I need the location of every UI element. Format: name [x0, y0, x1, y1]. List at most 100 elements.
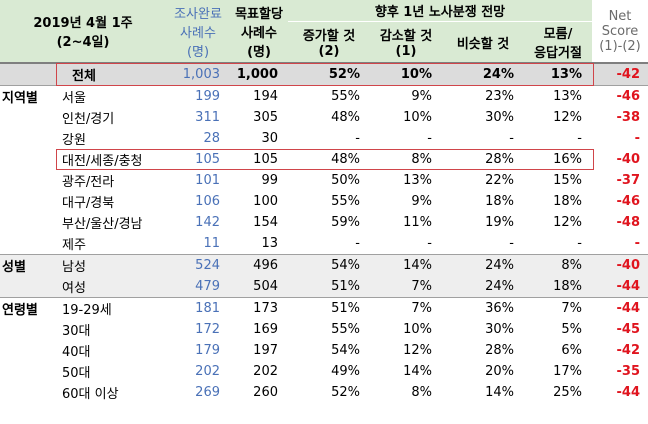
- unknown-cell: -: [577, 131, 582, 146]
- net-score-cell: -38: [616, 110, 641, 125]
- similar-cell: 30%: [485, 110, 514, 125]
- increase-cell: -: [355, 236, 360, 251]
- similar-header: 비슷할 것: [442, 21, 524, 63]
- increase-cell: 54%: [288, 254, 370, 276]
- row-label: 50대: [62, 366, 91, 381]
- similar-cell: 36%: [442, 297, 524, 319]
- similar-cell: 30%: [485, 322, 514, 337]
- increase-cell: 51%: [288, 276, 370, 298]
- decrease-cell: 9%: [411, 194, 432, 209]
- target-cell: 305: [253, 110, 278, 125]
- count-header-line2: 사례수: [180, 25, 216, 41]
- table-row: 광주/전라 101 99 50% 13% 22% 15% -37: [0, 170, 648, 191]
- unknown-cell: 18%: [553, 194, 582, 209]
- decrease-cell: 10%: [403, 322, 432, 337]
- group-cell: [0, 128, 58, 149]
- increase-header-line2: (2): [318, 44, 340, 59]
- group-cell: [0, 62, 58, 86]
- decrease-header: 감소할 것 (1): [370, 21, 442, 63]
- decrease-cell: -: [427, 131, 432, 146]
- group-cell: [0, 212, 58, 233]
- row-label: 인천/경기: [62, 112, 115, 127]
- group-cell: 성별: [0, 254, 58, 276]
- unknown-cell: -: [577, 236, 582, 251]
- group-cell: [0, 319, 58, 340]
- count-cell: 11: [203, 236, 220, 251]
- decrease-cell: 12%: [403, 343, 432, 358]
- decrease-cell: 8%: [411, 152, 432, 167]
- unknown-cell: 13%: [524, 85, 592, 107]
- target-cell: 105: [253, 152, 278, 167]
- table-body: 전체 1,003 1,000 52% 10% 24% 13% -42 지역별 서울…: [0, 62, 648, 403]
- decrease-cell: 14%: [370, 254, 442, 276]
- target-header-line1: 목표할당: [235, 6, 283, 22]
- count-cell: 524: [166, 254, 230, 276]
- increase-cell: 55%: [288, 85, 370, 107]
- period-line2: (2~4일): [56, 35, 110, 50]
- target-cell: 99: [261, 173, 278, 188]
- increase-header: 증가할 것 (2): [288, 21, 370, 63]
- target-cell: 504: [230, 276, 288, 298]
- increase-header-line1: 증가할 것: [302, 29, 356, 44]
- period-header: 2019년 4월 1주 (2~4일): [0, 0, 166, 63]
- count-cell: 181: [166, 297, 230, 319]
- increase-cell: 48%: [331, 152, 360, 167]
- increase-cell: 48%: [331, 110, 360, 125]
- decrease-cell: 9%: [370, 85, 442, 107]
- highlight-total-box: [56, 63, 594, 86]
- row-label: 광주/전라: [62, 175, 115, 190]
- count-cell: 311: [195, 110, 220, 125]
- decrease-cell: 10%: [370, 62, 442, 86]
- target-cell: 13: [261, 236, 278, 251]
- unknown-header: 모름/ 응답거절: [524, 21, 592, 63]
- net-score-cell: -40: [616, 152, 641, 167]
- decrease-cell: 13%: [403, 173, 432, 188]
- row-label: 서울: [58, 85, 166, 107]
- increase-cell: 55%: [331, 194, 360, 209]
- group-cell: 연령별: [0, 297, 58, 319]
- net-score-cell: -48: [616, 215, 641, 230]
- target-cell: 202: [253, 364, 278, 379]
- similar-cell: 18%: [485, 194, 514, 209]
- similar-cell: 19%: [485, 215, 514, 230]
- target-header: 목표할당 사례수 (명): [230, 0, 288, 63]
- count-cell: 106: [195, 194, 220, 209]
- similar-cell: 24%: [442, 254, 524, 276]
- unknown-cell: 17%: [553, 364, 582, 379]
- similar-cell: 28%: [485, 343, 514, 358]
- increase-cell: 54%: [331, 343, 360, 358]
- row-label: 부산/울산/경남: [62, 217, 143, 232]
- net-score-cell: -37: [616, 173, 641, 188]
- table-row: 성별 남성 524 496 54% 14% 24% 8% -40: [0, 254, 648, 276]
- count-cell: 28: [203, 131, 220, 146]
- count-cell: 105: [195, 152, 220, 167]
- group-cell: 지역별: [0, 85, 58, 107]
- decrease-header-line1: 감소할 것: [379, 29, 433, 44]
- count-cell: 202: [195, 364, 220, 379]
- count-cell: 479: [166, 276, 230, 298]
- unknown-cell: 18%: [524, 276, 592, 298]
- unknown-cell: 15%: [553, 173, 582, 188]
- table-row: 연령별 19-29세 181 173 51% 7% 36% 7% -44: [0, 297, 648, 319]
- similar-cell: 28%: [485, 152, 514, 167]
- net-score-cell: -42: [616, 343, 641, 358]
- decrease-cell: 7%: [370, 297, 442, 319]
- increase-cell: 55%: [331, 322, 360, 337]
- decrease-cell: 8%: [411, 385, 432, 400]
- row-label: 강원: [62, 133, 86, 148]
- decrease-cell: 11%: [403, 215, 432, 230]
- count-header: 조사완료 사례수 (명): [166, 0, 230, 63]
- decrease-cell: 7%: [370, 276, 442, 298]
- highlight-daejeon-box: [56, 149, 594, 170]
- group-cell: [0, 276, 58, 298]
- unknown-cell: 12%: [553, 215, 582, 230]
- table-row: 강원 28 30 - - - - -: [0, 128, 648, 149]
- unknown-cell: 13%: [524, 62, 592, 86]
- unknown-cell: 7%: [524, 297, 592, 319]
- group-cell: [0, 361, 58, 382]
- net-score-cell: -46: [616, 194, 641, 209]
- target-cell: 197: [253, 343, 278, 358]
- increase-cell: 50%: [331, 173, 360, 188]
- decrease-header-line2: (1): [395, 44, 417, 59]
